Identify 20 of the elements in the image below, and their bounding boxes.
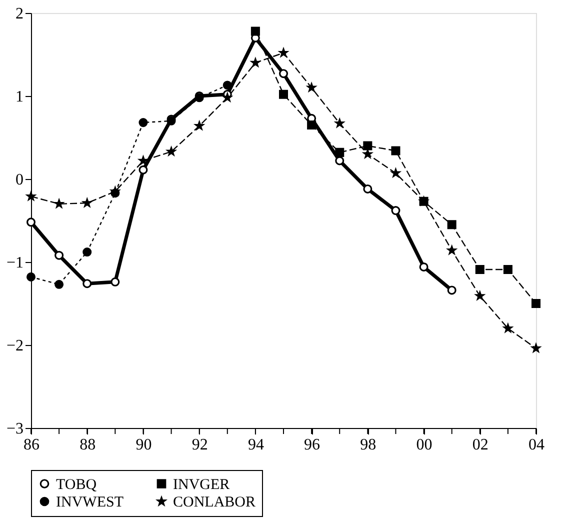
- y-tick-label: 2: [16, 6, 24, 22]
- y-tick-label: −3: [6, 420, 24, 438]
- y-tick-label: −1: [6, 254, 24, 272]
- x-tick-label: 94: [248, 436, 264, 454]
- x-tick-label: 96: [304, 436, 320, 454]
- y-tick-label: 1: [16, 88, 24, 106]
- y-tick-label: 0: [16, 172, 24, 188]
- legend-label: INVWEST: [56, 494, 124, 510]
- legend-label: CONLABOR: [173, 494, 256, 510]
- x-tick-label: 86: [24, 436, 40, 454]
- y-tick-label: −2: [6, 338, 24, 354]
- x-tick-label: 92: [192, 436, 208, 454]
- legend-label: TOBQ: [56, 476, 97, 493]
- legend-label: INVGER: [173, 476, 230, 493]
- x-tick-label: 90: [136, 436, 152, 454]
- x-tick-label: 00: [416, 436, 432, 454]
- x-tick-label: 88: [80, 436, 96, 454]
- x-tick-label: 98: [360, 436, 376, 454]
- x-tick-label: 02: [472, 436, 488, 454]
- x-tick-label: 04: [528, 436, 544, 454]
